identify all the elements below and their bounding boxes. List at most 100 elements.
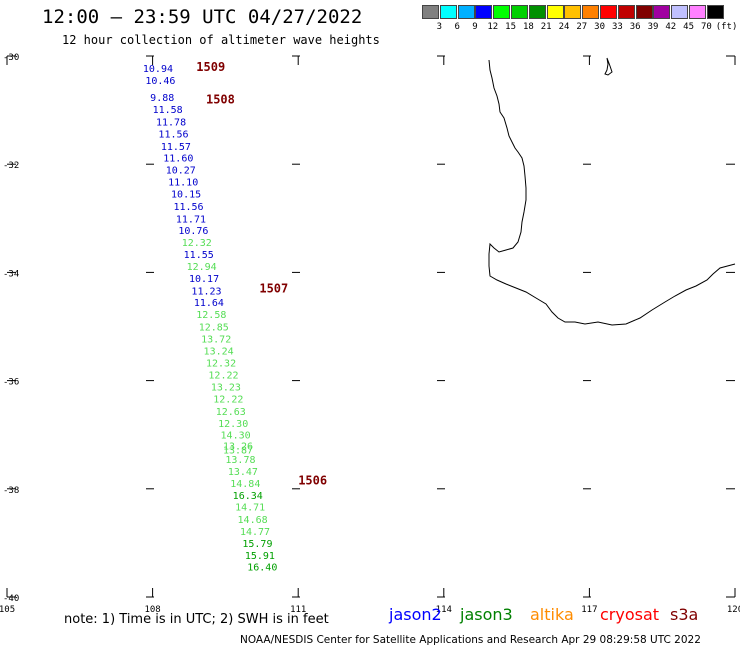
wave-height-label: 13.23 bbox=[211, 383, 241, 394]
color-scale-swatch bbox=[528, 5, 546, 19]
wave-height-label: 10.17 bbox=[189, 274, 219, 285]
wave-height-label: 11.56 bbox=[158, 129, 188, 140]
wave-height-label: 11.78 bbox=[156, 117, 186, 128]
color-scale-label: 12 bbox=[487, 22, 499, 32]
wave-height-label: 14.71 bbox=[235, 503, 265, 514]
color-scale-label: (ft) bbox=[715, 22, 738, 32]
australia-coastline bbox=[488, 59, 736, 326]
wave-height-label: 11.60 bbox=[163, 154, 193, 165]
wave-height-label: 12.22 bbox=[208, 371, 238, 382]
lon-tick-label: 105 bbox=[0, 605, 15, 615]
color-scale-label: 27 bbox=[576, 22, 588, 32]
page-subtitle: 12 hour collection of altimeter wave hei… bbox=[62, 33, 380, 47]
color-scale-label: 18 bbox=[522, 22, 534, 32]
lat-tick-label: -38 bbox=[3, 486, 19, 496]
lat-tick-label: -34 bbox=[3, 269, 19, 279]
track-number-label: 1506 bbox=[298, 474, 327, 488]
wave-height-label: 11.23 bbox=[191, 286, 221, 297]
wave-height-label: 14.68 bbox=[238, 515, 268, 526]
wave-height-label: 13.26 bbox=[223, 442, 253, 453]
wave-height-label: 12.32 bbox=[182, 238, 212, 249]
wave-height-label: 13.78 bbox=[225, 455, 255, 466]
lon-tick-label: 120 bbox=[727, 605, 740, 615]
satellite-legend-jason2: jason2 bbox=[389, 605, 442, 624]
color-scale-swatch bbox=[689, 5, 706, 19]
color-scale-swatch bbox=[493, 5, 511, 19]
track-labels: 1509 1508 1507 1506 bbox=[196, 60, 327, 488]
lon-tick-label: 108 bbox=[144, 605, 160, 615]
wave-height-label: 14.84 bbox=[230, 479, 260, 490]
wave-height-label: 11.58 bbox=[153, 105, 183, 116]
wave-height-label: 12.30 bbox=[218, 419, 248, 430]
color-scale-swatch bbox=[422, 5, 439, 19]
color-scale-swatch bbox=[457, 5, 475, 19]
wave-height-label: 10.46 bbox=[145, 76, 175, 87]
color-scale-label: 39 bbox=[647, 22, 659, 32]
satellite-legend-jason3: jason3 bbox=[460, 605, 513, 624]
track-number-label: 1509 bbox=[196, 60, 225, 74]
color-scale-label: 6 bbox=[454, 22, 460, 32]
wave-height-label: 11.71 bbox=[176, 214, 206, 225]
satellite-legend-cryosat: cryosat bbox=[600, 605, 660, 624]
color-scale-label: 70 bbox=[700, 22, 712, 32]
wave-observations: 10.9410.469.8811.5811.7811.5611.5711.601… bbox=[143, 64, 277, 574]
track-number-label: 1507 bbox=[259, 282, 288, 296]
color-scale-label: 30 bbox=[594, 22, 606, 32]
credit-line: NOAA/NESDIS Center for Satellite Applica… bbox=[240, 634, 701, 646]
color-scale-label: 15 bbox=[505, 22, 517, 32]
wave-height-label: 11.64 bbox=[194, 298, 224, 309]
wave-height-label: 16.40 bbox=[247, 563, 277, 574]
lat-tick-label: -32 bbox=[3, 161, 19, 171]
wave-height-label: 9.88 bbox=[150, 93, 174, 104]
color-scale-label: 42 bbox=[665, 22, 677, 32]
color-scale-swatch bbox=[582, 5, 600, 19]
wave-height-label: 15.79 bbox=[242, 539, 272, 550]
lat-tick-label: -30 bbox=[3, 53, 19, 63]
lon-tick-label: 111 bbox=[290, 605, 306, 615]
wave-height-label: 11.55 bbox=[184, 250, 214, 261]
wave-height-label: 10.27 bbox=[166, 166, 196, 177]
color-scale-swatch bbox=[706, 5, 724, 19]
color-scale-swatch bbox=[671, 5, 689, 19]
track-number-label: 1508 bbox=[206, 92, 235, 106]
wave-height-label: 12.58 bbox=[196, 310, 226, 321]
color-scale-swatch bbox=[475, 5, 493, 19]
color-scale-swatch bbox=[439, 5, 457, 19]
wave-height-label: 12.85 bbox=[199, 323, 229, 334]
color-scale-label: 45 bbox=[683, 22, 695, 32]
color-scale-swatch bbox=[511, 5, 528, 19]
color-scale-swatch bbox=[546, 5, 564, 19]
color-scale-swatch bbox=[564, 5, 582, 19]
lat-tick-label: -40 bbox=[3, 594, 19, 604]
lon-tick-label: 117 bbox=[581, 605, 597, 615]
wave-height-label: 10.76 bbox=[178, 226, 208, 237]
wave-height-label: 11.56 bbox=[173, 202, 203, 213]
wave-height-label: 12.22 bbox=[213, 394, 243, 405]
wave-height-label: 11.10 bbox=[168, 178, 198, 189]
wave-height-label: 15.91 bbox=[245, 551, 275, 562]
color-scale-label: 9 bbox=[472, 22, 478, 32]
color-scale-label: 21 bbox=[540, 22, 552, 32]
color-scale-label: 24 bbox=[558, 22, 570, 32]
wave-height-label: 13.24 bbox=[204, 346, 234, 357]
satellite-legend-s3a: s3a bbox=[670, 605, 699, 624]
wave-height-label: 16.34 bbox=[233, 491, 263, 502]
wave-height-label: 12.94 bbox=[187, 262, 217, 273]
wave-height-label: 13.47 bbox=[228, 467, 258, 478]
color-scale-label: 3 bbox=[436, 22, 443, 32]
wave-height-label: 12.63 bbox=[216, 407, 246, 418]
satellite-legend-altika: altika bbox=[530, 605, 574, 624]
lon-tick-label: 114 bbox=[436, 605, 452, 615]
page-title: 12:00 – 23:59 UTC 04/27/2022 bbox=[42, 6, 363, 28]
footer-note: note: 1) Time is in UTC; 2) SWH is in fe… bbox=[64, 612, 329, 627]
wave-height-label: 10.94 bbox=[143, 64, 173, 75]
color-scale-label: 36 bbox=[629, 22, 641, 32]
wave-height-label: 12.32 bbox=[206, 359, 236, 370]
wave-height-label: 10.15 bbox=[171, 189, 201, 200]
color-scale-swatch bbox=[635, 5, 653, 19]
wave-height-label: 11.57 bbox=[161, 142, 191, 153]
color-scale-swatch bbox=[617, 5, 635, 19]
wave-height-label: 13.72 bbox=[201, 334, 231, 345]
